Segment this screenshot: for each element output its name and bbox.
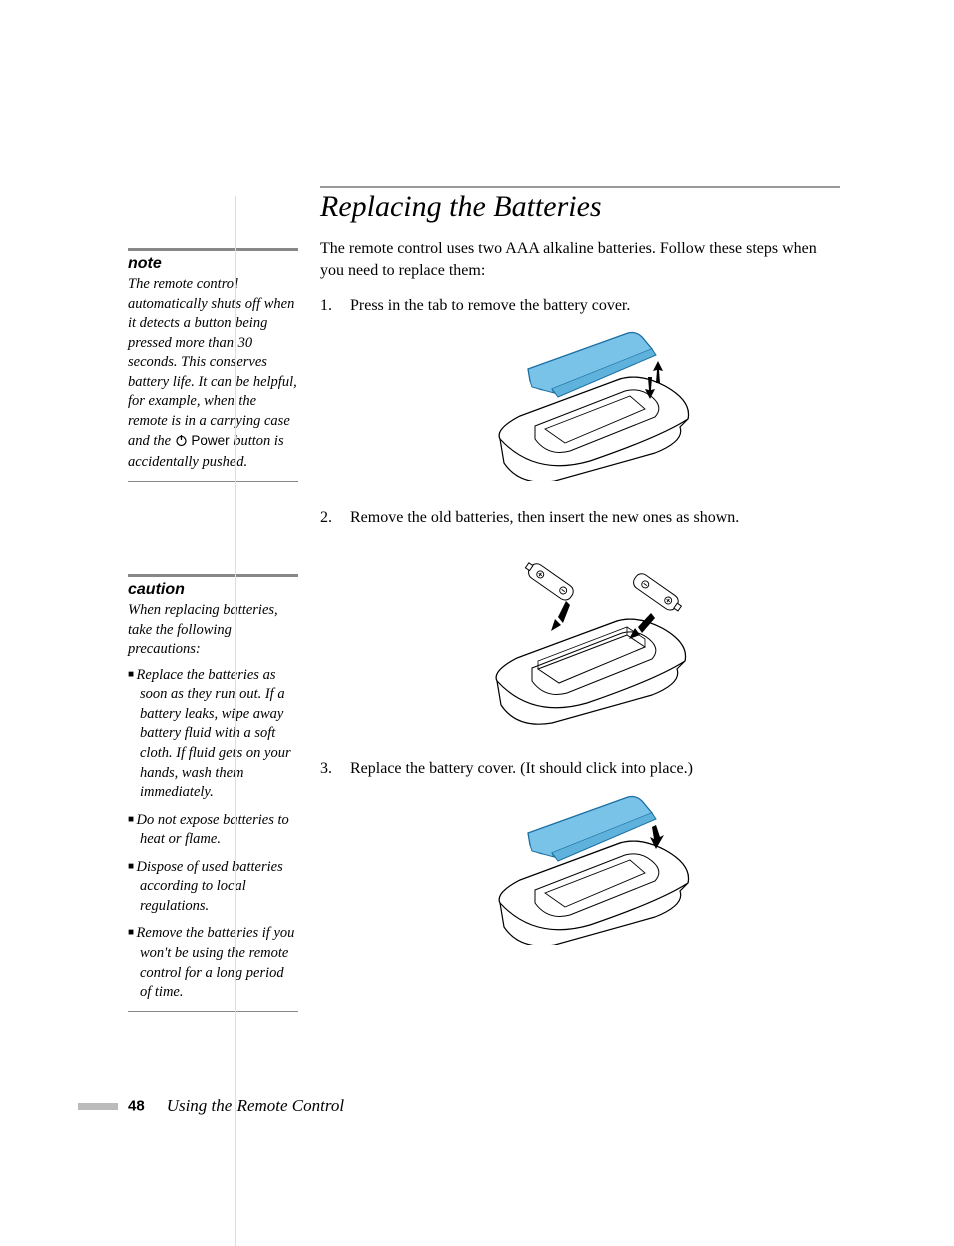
sidebar-caution: caution When replacing batteries, take t… — [128, 574, 298, 1012]
section-rule — [320, 186, 840, 188]
manual-page: note The remote control automatically sh… — [0, 0, 954, 1235]
step-list: Press in the tab to remove the battery c… — [320, 295, 840, 952]
figure-insert-batteries — [350, 543, 840, 740]
footer-accent-bar — [78, 1103, 118, 1110]
figure-remove-cover — [350, 331, 840, 488]
step-item: Replace the battery cover. (It should cl… — [320, 758, 840, 952]
sidebar-rule — [128, 248, 298, 251]
main-column: Replacing the Batteries The remote contr… — [320, 186, 840, 970]
page-footer: 48 Using the Remote Control — [78, 1096, 858, 1116]
power-icon — [175, 434, 188, 454]
step-text: Remove the old batteries, then insert th… — [350, 509, 739, 526]
step-text: Replace the battery cover. (It should cl… — [350, 760, 693, 777]
caution-heading: caution — [128, 581, 298, 599]
note-heading: note — [128, 255, 298, 273]
intro-paragraph: The remote control uses two AAA alkaline… — [320, 238, 840, 283]
caution-list: Replace the batteries as soon as they ru… — [128, 666, 298, 1003]
step-item: Remove the old batteries, then insert th… — [320, 507, 840, 741]
caution-item: Remove the batteries if you won't be usi… — [128, 924, 298, 1002]
figure-replace-cover — [350, 795, 840, 952]
step-item: Press in the tab to remove the battery c… — [320, 295, 840, 489]
chapter-title: Using the Remote Control — [167, 1096, 344, 1115]
sidebar-rule — [128, 1011, 298, 1012]
caution-item: Do not expose batteries to heat or flame… — [128, 811, 298, 850]
page-number: 48 — [128, 1098, 145, 1115]
sidebar-rule — [128, 481, 298, 482]
section-title: Replacing the Batteries — [320, 190, 840, 224]
step-text: Press in the tab to remove the battery c… — [350, 297, 630, 314]
sidebar-note: note The remote control automatically sh… — [128, 248, 298, 482]
caution-item: Dispose of used batteries according to l… — [128, 858, 298, 917]
power-label: Power — [191, 433, 229, 448]
caution-item: Replace the batteries as soon as they ru… — [128, 666, 298, 803]
footer-vertical-rule — [235, 196, 236, 1246]
caution-intro: When replacing batteries, take the follo… — [128, 601, 298, 660]
sidebar-rule — [128, 574, 298, 577]
note-body: The remote control automatically shuts o… — [128, 275, 298, 473]
note-body-pre: The remote control automatically shuts o… — [128, 276, 297, 449]
